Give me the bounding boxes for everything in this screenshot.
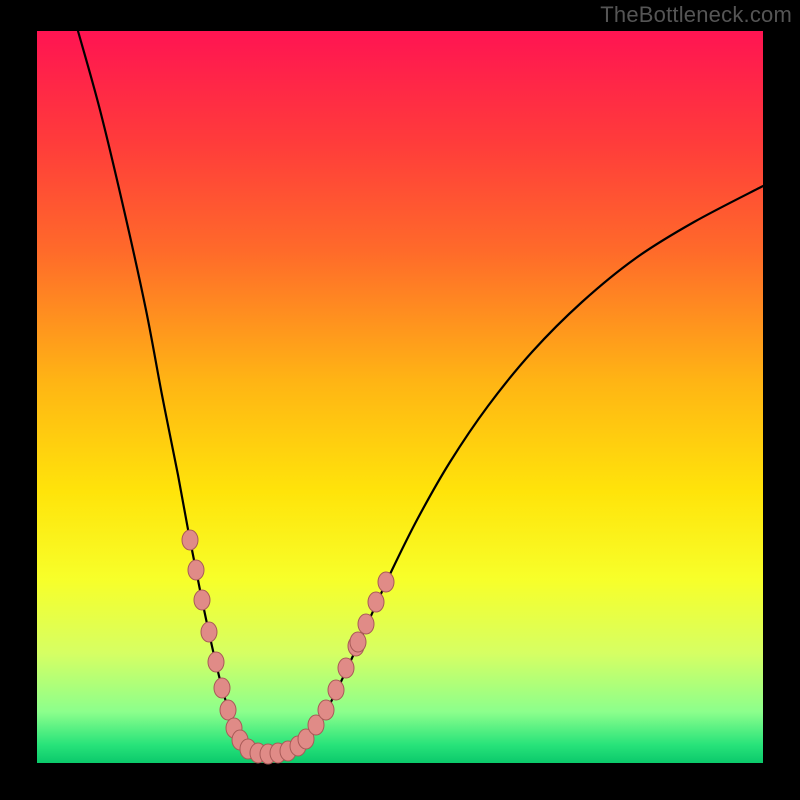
curve-marker <box>220 700 236 720</box>
chart-stage: TheBottleneck.com <box>0 0 800 800</box>
curve-marker <box>328 680 344 700</box>
curve-marker <box>194 590 210 610</box>
curve-marker <box>318 700 334 720</box>
curve-marker <box>350 632 366 652</box>
curve-marker <box>214 678 230 698</box>
curve-marker <box>182 530 198 550</box>
curve-marker <box>358 614 374 634</box>
curve-marker <box>188 560 204 580</box>
plot-gradient-background <box>37 31 763 763</box>
curve-marker <box>338 658 354 678</box>
curve-marker <box>208 652 224 672</box>
curve-marker <box>368 592 384 612</box>
curve-marker <box>378 572 394 592</box>
curve-marker <box>201 622 217 642</box>
bottleneck-chart-svg <box>0 0 800 800</box>
watermark-text: TheBottleneck.com <box>600 2 792 28</box>
